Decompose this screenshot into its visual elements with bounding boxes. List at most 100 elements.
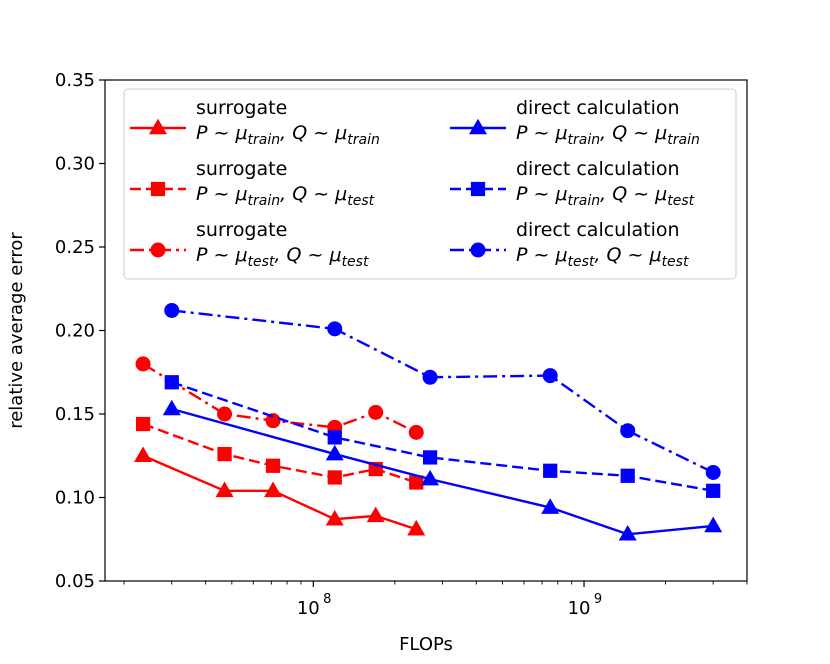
x-tick-label: 10 xyxy=(568,598,591,619)
legend-text-part: P ~ μ xyxy=(516,183,568,205)
y-tick-label: 0.25 xyxy=(55,237,95,258)
data-point xyxy=(217,446,232,462)
series-5 xyxy=(164,375,721,498)
data-point xyxy=(164,375,179,390)
legend-subscript: test xyxy=(342,254,369,270)
legend-text-part: , Q ~ μ xyxy=(600,122,667,144)
data-point xyxy=(327,430,342,445)
series-line xyxy=(171,407,714,536)
legend-text-part: , Q ~ μ xyxy=(274,244,341,266)
legend-entry-5: direct calculation P ~ μtrain, Q ~ μtest xyxy=(450,158,695,209)
data-point xyxy=(543,463,558,478)
legend-text-part: P ~ μ xyxy=(516,122,568,144)
legend-subscript: test xyxy=(568,254,595,270)
legend-handle-marker xyxy=(469,118,487,135)
legend-entry-condition: P ~ μtrain, Q ~ μtest xyxy=(516,183,695,209)
data-point xyxy=(407,519,426,536)
data-point xyxy=(705,464,721,480)
y-tick-label: 0.30 xyxy=(55,154,95,175)
legend-subscript: train xyxy=(347,132,380,148)
data-point xyxy=(135,356,151,372)
plot-frame xyxy=(104,79,748,582)
data-point xyxy=(541,498,560,514)
data-point xyxy=(422,450,438,465)
legend-entry-condition: P ~ μtrain, Q ~ μtest xyxy=(196,183,375,209)
legend-subscript: train xyxy=(248,193,281,209)
data-point xyxy=(265,458,281,473)
legend-subscript: train xyxy=(568,132,601,148)
legend-text-part: P ~ μ xyxy=(196,183,248,205)
series-6 xyxy=(164,302,721,480)
legend-subscript: train xyxy=(248,132,281,148)
legend-handle-marker xyxy=(150,181,166,197)
series-2 xyxy=(135,416,424,490)
data-point xyxy=(134,446,153,463)
data-point xyxy=(409,475,424,490)
x-tick-exponent: 9 xyxy=(594,592,602,607)
data-point xyxy=(325,509,344,526)
x-tick-label: 10 xyxy=(297,598,320,619)
data-point xyxy=(704,516,723,533)
data-point xyxy=(162,399,181,416)
data-point xyxy=(327,321,343,337)
legend-subscript: test xyxy=(347,193,374,209)
legend-entry-condition: P ~ μtest, Q ~ μtest xyxy=(516,244,689,270)
data-point xyxy=(366,506,385,523)
y-tick-label: 0.10 xyxy=(55,488,95,509)
data-point xyxy=(265,413,281,429)
series-line xyxy=(171,309,714,474)
legend-entry-name: direct calculation xyxy=(516,219,680,241)
legend-entry-condition: P ~ μtest, Q ~ μtest xyxy=(196,244,369,270)
series-4 xyxy=(162,399,723,541)
data-point xyxy=(217,406,233,422)
data-point xyxy=(325,444,344,461)
data-point xyxy=(264,481,283,498)
data-point xyxy=(620,468,635,483)
legend-subscript: test xyxy=(662,254,689,270)
y-tick-label: 0.15 xyxy=(55,404,95,425)
legend-subscript: train xyxy=(568,193,601,209)
y-tick-label: 0.05 xyxy=(55,571,95,592)
x-axis-label: FLOPs xyxy=(399,634,453,655)
series-layer xyxy=(134,302,723,541)
legend-subscript: test xyxy=(667,193,694,209)
y-tick-label: 0.20 xyxy=(55,321,95,342)
legend-text-part: P ~ μ xyxy=(196,244,248,266)
series-line xyxy=(142,362,417,434)
legend-text-part: P ~ μ xyxy=(196,122,248,144)
legend-handle-marker xyxy=(150,242,166,258)
legend-text-part: , Q ~ μ xyxy=(280,183,347,205)
y-tick-label: 0.35 xyxy=(55,70,95,91)
legend-text-part: , Q ~ μ xyxy=(600,183,667,205)
series-line xyxy=(171,381,714,493)
legend-entry-condition: P ~ μtrain, Q ~ μtrain xyxy=(196,122,380,148)
data-point xyxy=(408,424,424,440)
data-point xyxy=(421,469,440,486)
legend-text-part: , Q ~ μ xyxy=(280,122,347,144)
legend-entry-name: direct calculation xyxy=(516,97,680,119)
x-tick-exponent: 8 xyxy=(323,592,331,607)
legend-subscript: train xyxy=(667,132,700,148)
legend-handle-marker xyxy=(470,242,486,258)
data-point xyxy=(164,302,180,318)
data-point xyxy=(327,470,342,485)
data-point xyxy=(542,368,558,384)
legend-entry-name: direct calculation xyxy=(516,158,680,180)
data-point xyxy=(215,481,234,498)
series-line xyxy=(142,454,417,531)
data-point xyxy=(422,369,438,385)
legend-text-part: P ~ μ xyxy=(516,244,568,266)
legend-entry-name: surrogate xyxy=(196,97,287,119)
data-point xyxy=(620,423,636,439)
legend-handle-marker xyxy=(149,118,167,135)
legend-text-part: , Q ~ μ xyxy=(594,244,661,266)
y-axis-label: relative average error xyxy=(6,232,27,429)
legend-entry-name: surrogate xyxy=(196,158,287,180)
